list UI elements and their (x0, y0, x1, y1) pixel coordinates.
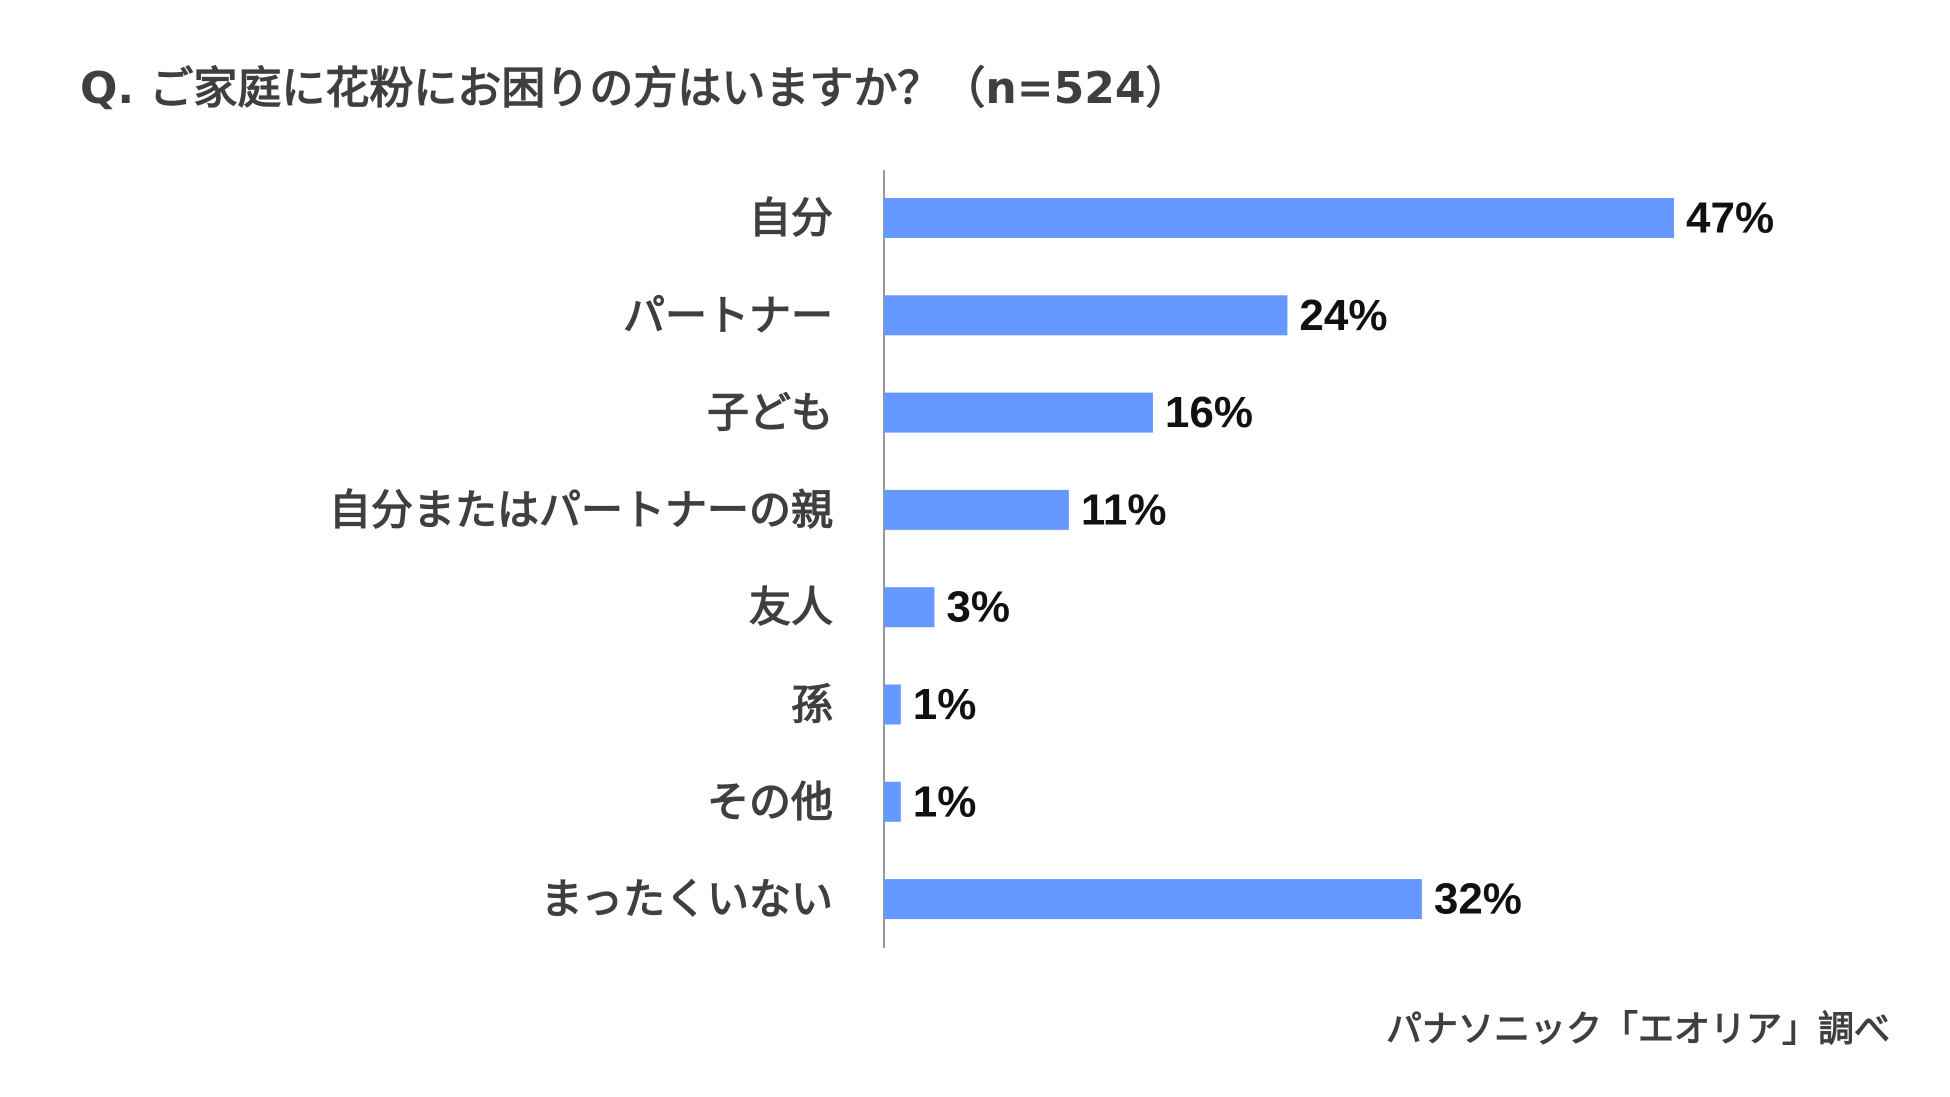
category-label-3: 自分またはパートナーの親 (329, 485, 833, 534)
category-label-6: その他 (707, 777, 833, 826)
category-label-1: パートナー (623, 291, 833, 340)
bar-1 (884, 295, 1288, 336)
bar-0 (884, 198, 1674, 238)
value-label-3: 11% (1081, 485, 1167, 534)
bar-3 (884, 489, 1069, 530)
bar-6 (884, 781, 901, 822)
category-label-0: 自分 (749, 194, 833, 243)
source-note: パナソニック「エオリア」調べ (1385, 1009, 1890, 1050)
value-label-7: 32% (1434, 875, 1522, 924)
value-label-1: 24% (1299, 291, 1387, 340)
value-label-4: 3% (946, 583, 1010, 632)
chart-title: Q. ご家庭に花粉にお困りの方はいますか？（n=524） (80, 63, 1190, 114)
bar-7 (884, 879, 1422, 920)
category-label-5: 孫 (791, 680, 833, 729)
value-label-2: 16% (1165, 388, 1253, 437)
value-label-5: 1% (913, 680, 977, 729)
bar-2 (884, 392, 1153, 433)
value-label-6: 1% (913, 777, 977, 826)
bar-5 (884, 684, 901, 725)
category-label-2: 子ども (707, 388, 833, 437)
category-label-4: 友人 (749, 583, 833, 632)
value-label-0: 47% (1686, 194, 1774, 243)
category-label-7: まったくいない (541, 875, 833, 924)
value-labels: 47% 24% 16% 11% 3% 1% 1% 32% (913, 194, 1774, 924)
bar-4 (884, 587, 935, 628)
bars-layer (884, 198, 1674, 920)
